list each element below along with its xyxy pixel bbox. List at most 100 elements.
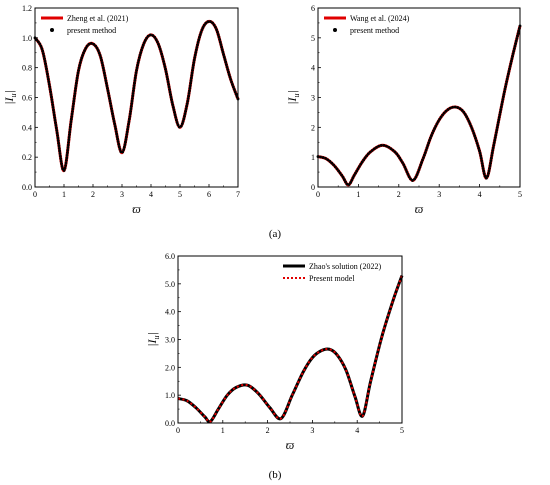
legend-marker bbox=[333, 28, 337, 32]
x-tick-label: 7 bbox=[236, 190, 240, 199]
data-point bbox=[124, 138, 128, 141]
data-point bbox=[186, 99, 190, 103]
data-point bbox=[399, 158, 403, 162]
data-point bbox=[64, 161, 68, 165]
data-point bbox=[198, 33, 202, 37]
data-point bbox=[496, 123, 500, 127]
data-point bbox=[227, 73, 231, 76]
data-point bbox=[135, 68, 138, 72]
data-point bbox=[67, 138, 71, 142]
chart-top-right: 0 1 2 3 4 5 0 1 2 3 4 5 6 ϖ |Iu| Wang et al. (2024) pres… bbox=[285, 4, 522, 216]
data-point bbox=[222, 53, 226, 56]
series-path-1 bbox=[35, 21, 238, 170]
data-point bbox=[70, 115, 74, 119]
data-point bbox=[115, 135, 119, 138]
data-point bbox=[166, 77, 170, 81]
data-point bbox=[175, 120, 179, 124]
data-point bbox=[337, 169, 340, 173]
panel-label-b: (b) bbox=[269, 469, 282, 481]
data-point bbox=[99, 56, 103, 60]
data-point bbox=[70, 112, 74, 116]
data-point bbox=[363, 156, 367, 160]
y-tick-label: 6.0 bbox=[165, 252, 175, 261]
data-point bbox=[39, 44, 43, 48]
data-point bbox=[226, 68, 230, 71]
data-point bbox=[446, 108, 450, 111]
data-point bbox=[80, 56, 84, 60]
data-point bbox=[52, 111, 56, 114]
data-point bbox=[191, 68, 194, 72]
x-tick-label: 6 bbox=[207, 190, 211, 199]
data-point bbox=[67, 140, 70, 144]
data-point bbox=[487, 169, 491, 173]
data-point bbox=[228, 75, 232, 79]
data-point bbox=[424, 148, 428, 152]
data-point bbox=[216, 30, 219, 34]
data-point bbox=[68, 133, 71, 137]
data-point bbox=[69, 120, 73, 124]
data-point bbox=[160, 52, 164, 56]
data-point bbox=[50, 95, 53, 99]
data-point bbox=[515, 37, 519, 40]
data-point bbox=[433, 127, 436, 130]
data-point bbox=[234, 92, 238, 96]
data-point bbox=[324, 156, 327, 160]
data-point bbox=[391, 148, 395, 152]
data-point bbox=[166, 80, 170, 84]
legend-label: present method bbox=[67, 26, 116, 35]
legend: Wang et al. (2024) present method bbox=[324, 14, 410, 35]
data-point bbox=[219, 43, 223, 46]
data-point bbox=[92, 42, 96, 46]
data-point bbox=[492, 143, 496, 147]
data-point bbox=[418, 165, 422, 169]
data-point bbox=[165, 75, 169, 79]
data-point bbox=[382, 143, 386, 147]
y-axis-label-sub: u bbox=[292, 94, 301, 98]
data-point bbox=[188, 86, 192, 90]
y-tick-label: 0 bbox=[311, 183, 315, 192]
data-point bbox=[192, 61, 196, 65]
data-point bbox=[56, 136, 60, 140]
data-point bbox=[506, 72, 510, 76]
y-axis-label: |Iu| bbox=[285, 90, 301, 105]
data-point bbox=[416, 170, 420, 174]
data-point bbox=[170, 100, 174, 104]
data-point bbox=[134, 71, 138, 75]
y-axis-label-main: |I bbox=[2, 97, 16, 105]
data-point bbox=[125, 133, 129, 136]
data-point bbox=[489, 156, 493, 160]
data-point bbox=[106, 86, 109, 90]
data-point bbox=[116, 140, 120, 144]
data-point bbox=[403, 165, 407, 169]
data-point bbox=[118, 147, 122, 151]
data-point bbox=[196, 40, 200, 44]
data-point bbox=[73, 92, 77, 95]
data-point bbox=[469, 124, 473, 128]
data-point bbox=[66, 143, 70, 147]
data-point bbox=[53, 118, 57, 122]
y-tick-label: 1 bbox=[311, 153, 315, 162]
data-point bbox=[184, 107, 188, 111]
data-point bbox=[66, 146, 70, 149]
data-point bbox=[125, 130, 129, 134]
legend-label: Zhao's solution (2022) bbox=[309, 262, 381, 271]
y-tick-label: 4 bbox=[311, 64, 315, 73]
data-point bbox=[41, 52, 45, 56]
data-point bbox=[402, 163, 406, 167]
data-point bbox=[196, 43, 199, 47]
data-point bbox=[36, 40, 40, 44]
data-point bbox=[231, 83, 234, 86]
data-point bbox=[188, 84, 192, 88]
data-point bbox=[420, 161, 423, 164]
data-point bbox=[328, 159, 332, 163]
data-point bbox=[139, 51, 143, 54]
data-point bbox=[456, 106, 460, 109]
legend-label: Zheng et al. (2021) bbox=[67, 14, 129, 23]
data-point bbox=[127, 122, 130, 126]
y-axis-label-main: |I bbox=[285, 97, 299, 105]
data-point bbox=[470, 127, 474, 130]
x-tick-label: 3 bbox=[437, 190, 441, 199]
y-axis-label-close: | bbox=[285, 90, 299, 93]
x-tick-label: 4 bbox=[149, 190, 153, 199]
data-point bbox=[159, 50, 163, 53]
